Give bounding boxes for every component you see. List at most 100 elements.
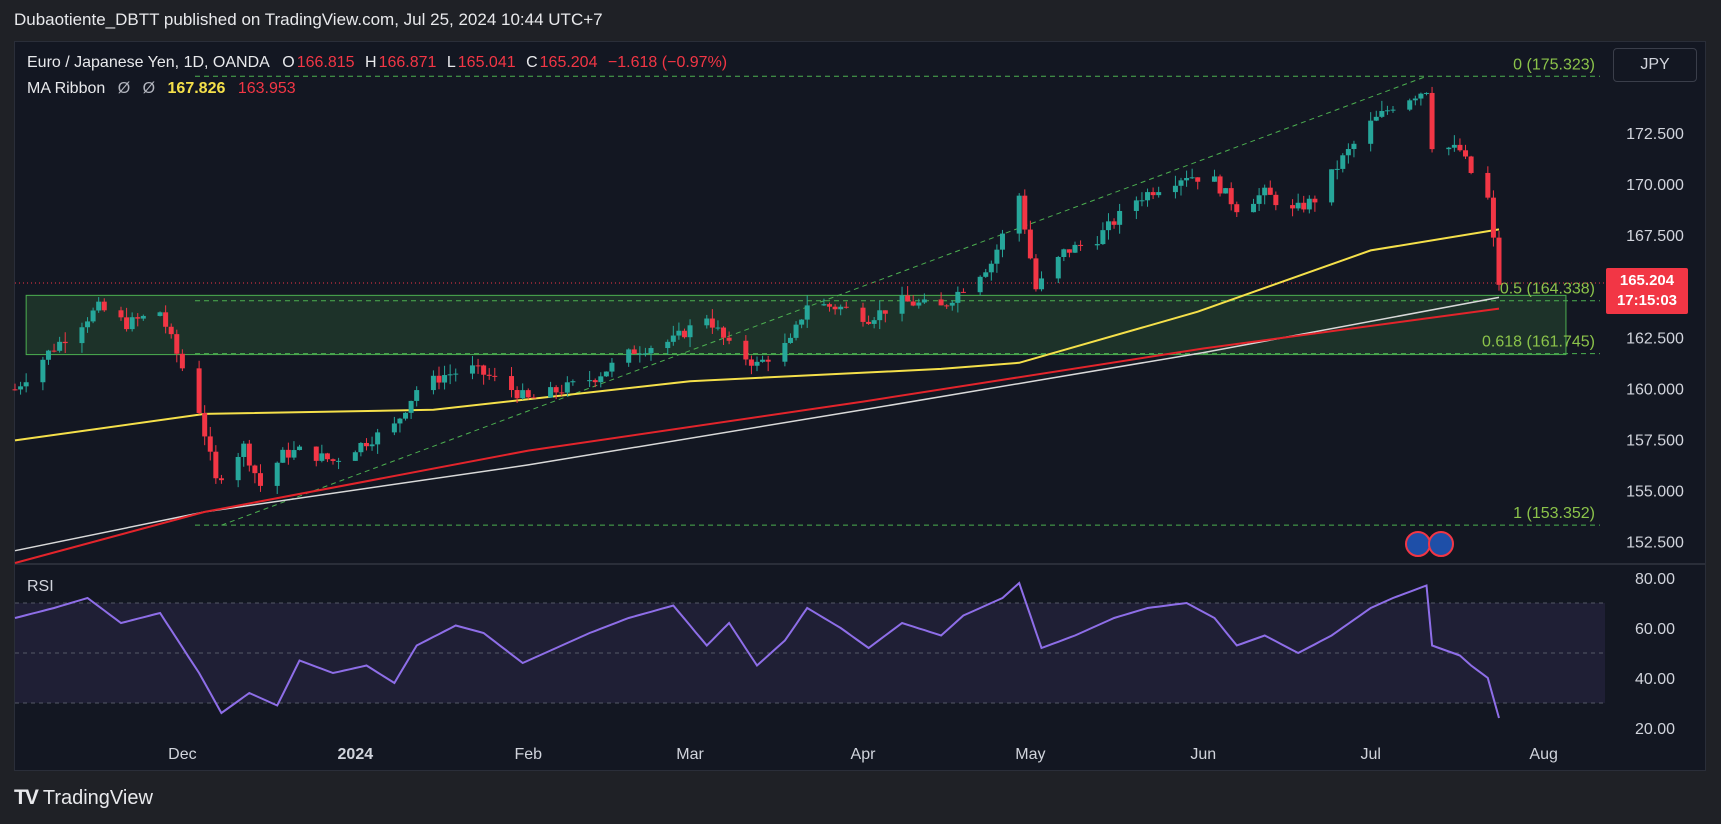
candle-body — [1485, 172, 1491, 198]
candle-body — [782, 342, 788, 362]
currency-button[interactable]: JPY — [1613, 48, 1697, 82]
candle-body — [570, 381, 576, 383]
candle-body — [391, 423, 397, 433]
candle-body — [1251, 203, 1257, 213]
candle-body — [1390, 109, 1396, 111]
candle-body — [140, 315, 146, 319]
candle-body — [1490, 197, 1496, 238]
candle-body — [765, 359, 771, 362]
price-axis-label: 167.500 — [1626, 228, 1684, 245]
candle-body — [101, 301, 107, 311]
candle-body — [704, 318, 710, 326]
rsi-axis-label: 20.00 — [1635, 721, 1675, 738]
candle-body — [1139, 200, 1145, 202]
candle-body — [944, 305, 950, 307]
candle-body — [79, 327, 85, 344]
close-label: C — [526, 54, 538, 71]
candle-body — [336, 460, 342, 462]
candle-body — [799, 319, 805, 325]
tradingview-footer[interactable]: TV TradingView — [14, 786, 153, 810]
candle-body — [877, 310, 883, 321]
candle-body — [319, 453, 325, 461]
ma-red-value: 163.953 — [237, 80, 296, 97]
publisher-header: Dubaotiente_DBTT published on TradingVie… — [14, 10, 603, 29]
candle-body — [202, 412, 208, 437]
candle-body — [23, 382, 29, 387]
candle-body — [905, 295, 911, 302]
candle-body — [358, 442, 364, 453]
candle-body — [1016, 195, 1022, 234]
candle-body — [1301, 202, 1307, 210]
price-axis-label: 152.500 — [1626, 535, 1684, 552]
candle-body — [559, 392, 565, 394]
candle-body — [1133, 200, 1139, 211]
candle-body — [1078, 244, 1084, 246]
candle-body — [330, 459, 336, 461]
close-value: 165.204 — [539, 54, 598, 71]
time-axis-label: Jul — [1360, 746, 1380, 763]
candle-body — [51, 350, 57, 352]
fib-level-label: 0.618 (161.745) — [1482, 334, 1595, 351]
candle-body — [1340, 155, 1346, 169]
candle-body — [916, 302, 922, 306]
candle-body — [1457, 144, 1463, 151]
candle-body — [1446, 147, 1452, 150]
candle-body — [1463, 150, 1469, 157]
candle-body — [1178, 180, 1184, 186]
chart-panel[interactable] — [14, 41, 1706, 771]
candle-body — [743, 340, 749, 360]
fib-level-label: 0.5 (164.338) — [1500, 281, 1595, 298]
candle-body — [827, 304, 833, 307]
candle-body — [977, 276, 983, 293]
candle-body — [587, 380, 593, 382]
candle-body — [1027, 229, 1033, 259]
eu-event-icon — [1405, 531, 1431, 557]
candle-body — [1066, 249, 1072, 253]
candle-body — [843, 306, 849, 308]
candle-body — [715, 327, 721, 329]
candle-body — [899, 295, 905, 314]
ma-param-1: Ø — [117, 80, 131, 97]
candle-body — [1184, 177, 1190, 181]
candle-body — [509, 376, 515, 391]
last-price-value: 165.204 — [1619, 272, 1675, 289]
rsi-axis-label: 80.00 — [1635, 571, 1675, 588]
candle-body — [721, 327, 727, 338]
candle-body — [1217, 176, 1223, 194]
candle-body — [118, 310, 124, 318]
candle-body — [62, 341, 68, 344]
candle-body — [436, 375, 442, 383]
candle-body — [481, 365, 487, 375]
time-axis-label: Jun — [1190, 746, 1216, 763]
candle-body — [414, 390, 420, 401]
candle-body — [1256, 195, 1262, 204]
candle-body — [363, 442, 369, 447]
candle-body — [838, 306, 844, 310]
candle-body — [994, 249, 1000, 264]
candle-body — [754, 361, 760, 366]
bar-countdown: 17:15:03 — [1616, 292, 1678, 309]
candle-body — [1111, 221, 1117, 225]
high-value: 166.871 — [378, 54, 437, 71]
candle-body — [486, 374, 492, 376]
candle-body — [921, 299, 927, 303]
candle-body — [1150, 192, 1156, 196]
candle-body — [1418, 93, 1424, 99]
candle-body — [257, 473, 263, 486]
candle-body — [760, 359, 766, 362]
fib-level-label: 0 (175.323) — [1513, 56, 1595, 73]
change-value: −1.618 (−0.97%) — [607, 54, 728, 71]
candle-body — [369, 444, 375, 447]
candle-body — [1234, 204, 1240, 213]
candle-body — [531, 397, 537, 399]
candle-body — [1468, 156, 1474, 173]
candle-body — [949, 302, 955, 306]
ma-yellow-value: 167.826 — [167, 80, 226, 97]
tradingview-logo-icon: TV — [14, 786, 39, 809]
rsi-label: RSI — [27, 578, 54, 595]
candle-body — [1290, 205, 1296, 209]
candle-body — [1345, 149, 1351, 156]
candle-body — [1329, 169, 1335, 203]
time-axis-label: Dec — [168, 746, 196, 763]
